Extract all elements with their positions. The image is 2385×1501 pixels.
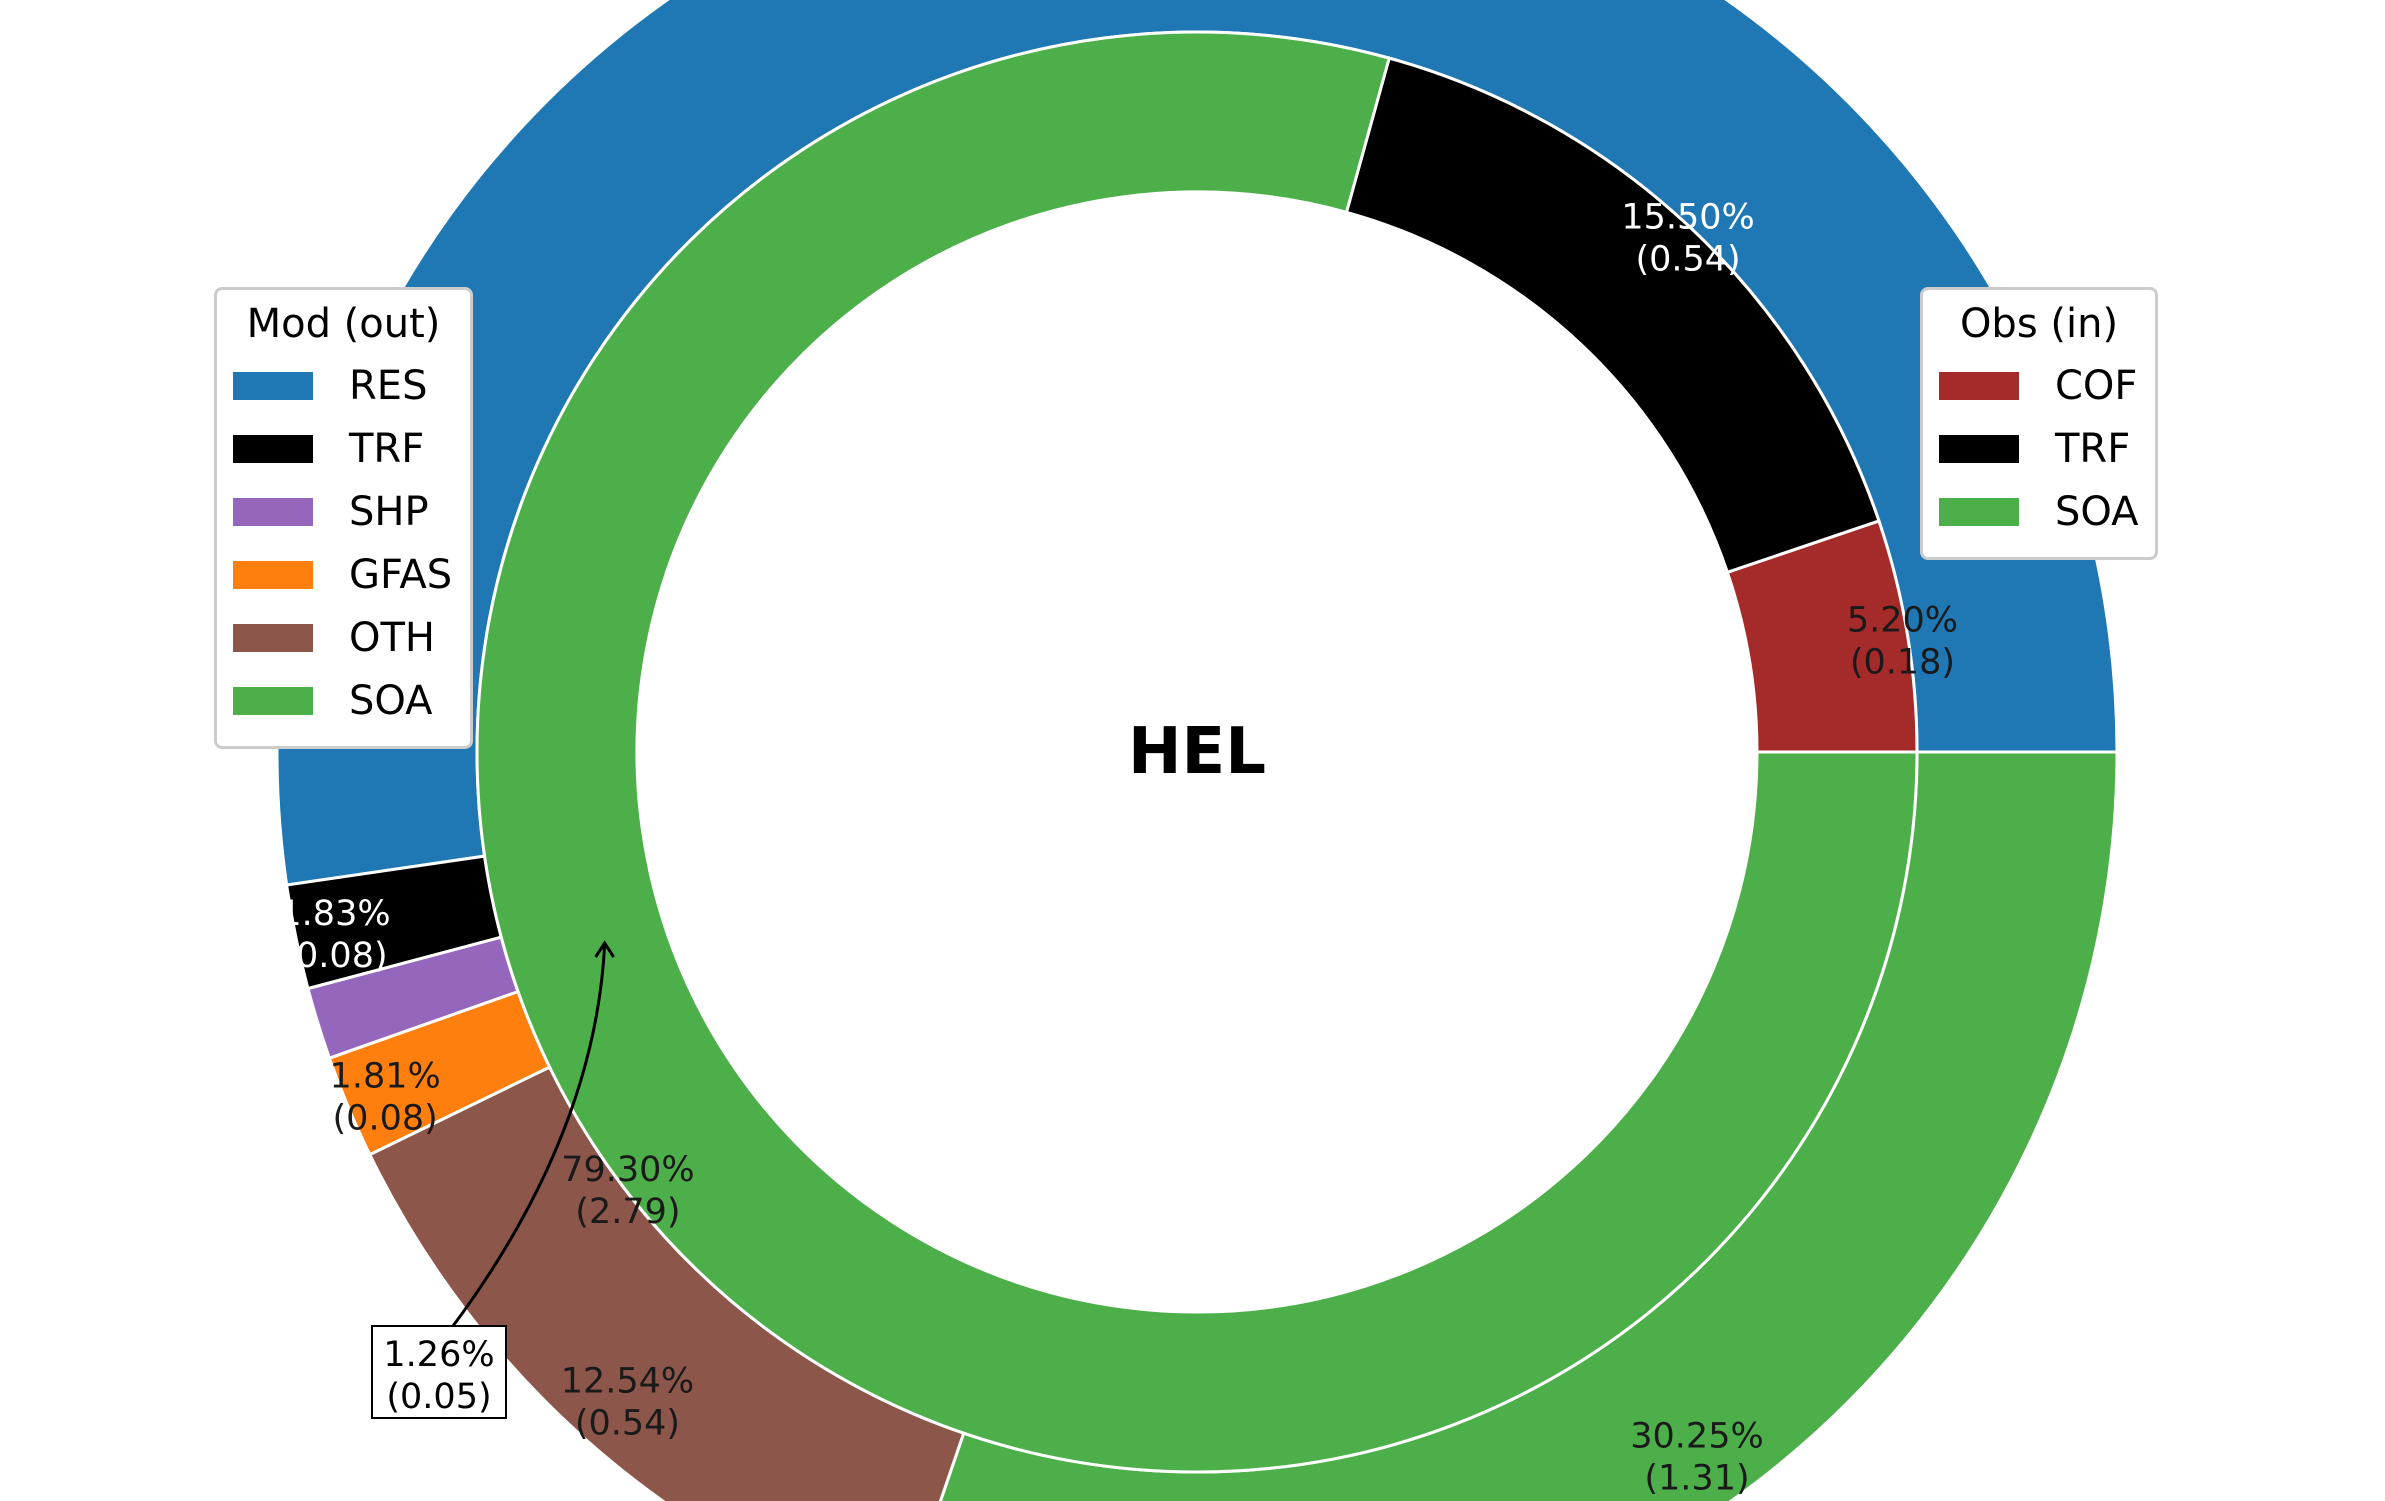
inner-ring — [475, 30, 1919, 1474]
legend-item-cof: COF — [1939, 354, 2139, 417]
legend-item-soa: SOA — [233, 669, 454, 732]
legend-swatch — [233, 497, 313, 526]
legend-label: TRF — [349, 425, 425, 472]
legend-label: TRF — [2055, 425, 2131, 472]
legend-item-trf: TRF — [1939, 417, 2139, 480]
legend-swatch — [233, 686, 313, 715]
legend-swatch — [233, 623, 313, 652]
legend-swatch — [233, 560, 313, 589]
callout-box — [371, 1325, 507, 1419]
inner-slice-label-cof: 5.20% (0.18) — [1847, 601, 1958, 683]
legend-item-gfas: GFAS — [233, 543, 454, 606]
legend-label: SOA — [349, 677, 433, 724]
legend-swatch — [233, 434, 313, 463]
legend-swatch — [233, 371, 313, 400]
legend-label: SOA — [2055, 488, 2139, 535]
legend-items: COF TRF SOA — [1939, 354, 2139, 543]
legend-swatch — [1939, 497, 2019, 526]
legend-swatch — [1939, 434, 2019, 463]
legend-label: COF — [2055, 362, 2138, 409]
inner-slice-label-soa: 79.30% (2.79) — [561, 1150, 694, 1232]
inner-slice-soa — [475, 30, 1919, 1474]
legend-item-soa: SOA — [1939, 480, 2139, 543]
legend-obs-in: Obs (in) COF TRF SOA — [1920, 287, 2158, 560]
legend-label: SHP — [349, 488, 429, 535]
legend-title: Obs (in) — [1959, 301, 2119, 347]
outer-slice-label-soa: 30.25% (1.31) — [1630, 1417, 1763, 1499]
legend-label: RES — [349, 362, 428, 409]
legend-label: OTH — [349, 614, 435, 661]
callout-label: 1.26% (0.05) — [383, 1335, 494, 1417]
slice-labels: 52.31%(2.27)1.83%(0.08)1.81%(0.08)12.54%… — [279, 197, 1958, 1499]
legend-item-oth: OTH — [233, 606, 454, 669]
legend-title: Mod (out) — [246, 301, 441, 347]
callout-arrow — [451, 944, 607, 1327]
legend-label: GFAS — [349, 551, 453, 598]
legend-item-trf: TRF — [233, 417, 454, 480]
legend-mod-out: Mod (out) RES TRF SHP GFAS OTH SOA — [214, 287, 473, 749]
legend-items: RES TRF SHP GFAS OTH SOA — [233, 354, 454, 732]
legend-swatch — [1939, 371, 2019, 400]
outer-slice-label-oth: 12.54% (0.54) — [561, 1361, 694, 1443]
legend-item-shp: SHP — [233, 480, 454, 543]
outer-slice-label-gfas: 1.81% (0.08) — [330, 1057, 441, 1139]
legend-item-res: RES — [233, 354, 454, 417]
chart-title: HEL — [1128, 715, 1266, 789]
inner-slice-label-trf: 15.50% (0.54) — [1621, 197, 1754, 279]
callout-annotation: 1.26% (0.05) — [371, 940, 615, 1419]
outer-slice-label-trf: 1.83% (0.08) — [279, 894, 390, 976]
callout-arrowhead — [594, 940, 615, 958]
